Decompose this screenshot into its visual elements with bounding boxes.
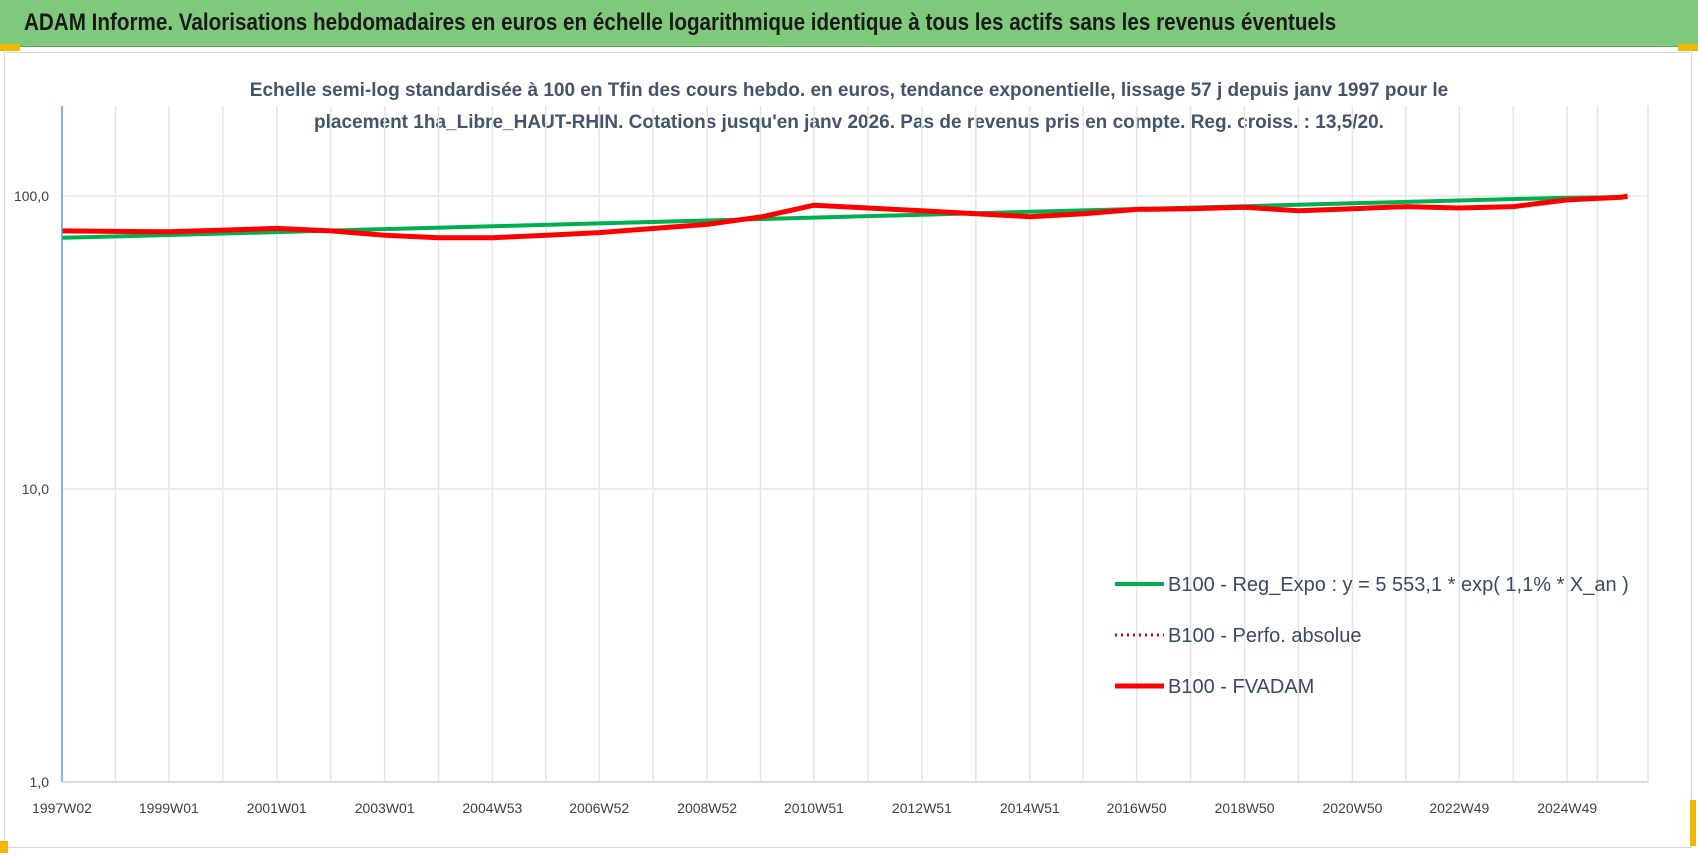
legend-label: B100 - Reg_Expo : y = 5 553,1 * exp( 1,1…: [1168, 574, 1629, 596]
plot-area: [61, 193, 1629, 241]
x-tick-label: 2010W51: [784, 800, 844, 816]
page-title: ADAM Informe. Valorisations hebdomadaire…: [24, 9, 1337, 36]
x-tick-label: 2014W51: [1000, 800, 1060, 816]
legend-label: B100 - FVADAM: [1168, 676, 1314, 698]
legend: B100 - Reg_Expo : y = 5 553,1 * exp( 1,1…: [1115, 574, 1629, 698]
handle-bottom-left[interactable]: [0, 841, 8, 853]
x-tick-label: 2018W50: [1215, 800, 1275, 816]
x-tick-label: 2020W50: [1322, 800, 1382, 816]
y-tick-label: 100,0: [14, 188, 49, 204]
x-tick-label: 2001W01: [247, 800, 307, 816]
chart-subtitle-line-2: placement 1ha_Libre_HAUT-RHIN. Cotations…: [314, 112, 1384, 133]
x-tick-label: 1997W02: [32, 800, 92, 816]
x-tick-label: 1999W01: [139, 800, 199, 816]
grid: [62, 106, 1649, 782]
legend-label: B100 - Perfo. absolue: [1168, 625, 1361, 647]
x-tick-label: 2012W51: [892, 800, 952, 816]
y-tick-label: 1,0: [30, 774, 50, 790]
title-banner: ADAM Informe. Valorisations hebdomadaire…: [0, 0, 1698, 47]
chart-frame: [4, 52, 1692, 848]
x-tick-label: 2004W53: [462, 800, 522, 816]
handle-top-right[interactable]: [1678, 44, 1698, 51]
handle-bottom-right[interactable]: [1690, 800, 1696, 846]
x-tick-label: 2016W50: [1107, 800, 1167, 816]
series-line-3: [61, 193, 1629, 241]
x-tick-label: 2006W52: [569, 800, 629, 816]
x-tick-label: 2024W49: [1537, 800, 1597, 816]
x-tick-label: 2022W49: [1429, 800, 1489, 816]
chart-subtitle-line-1: Echelle semi-log standardisée à 100 en T…: [250, 80, 1448, 101]
x-tick-label: 2008W52: [677, 800, 737, 816]
y-tick-label: 10,0: [22, 481, 49, 497]
handle-top-left[interactable]: [0, 44, 20, 51]
x-tick-label: 2003W01: [355, 800, 415, 816]
axes: 100,0 10,0 1,0 1997W02 1999W01 2001W01 2003W01…: [14, 106, 1648, 816]
